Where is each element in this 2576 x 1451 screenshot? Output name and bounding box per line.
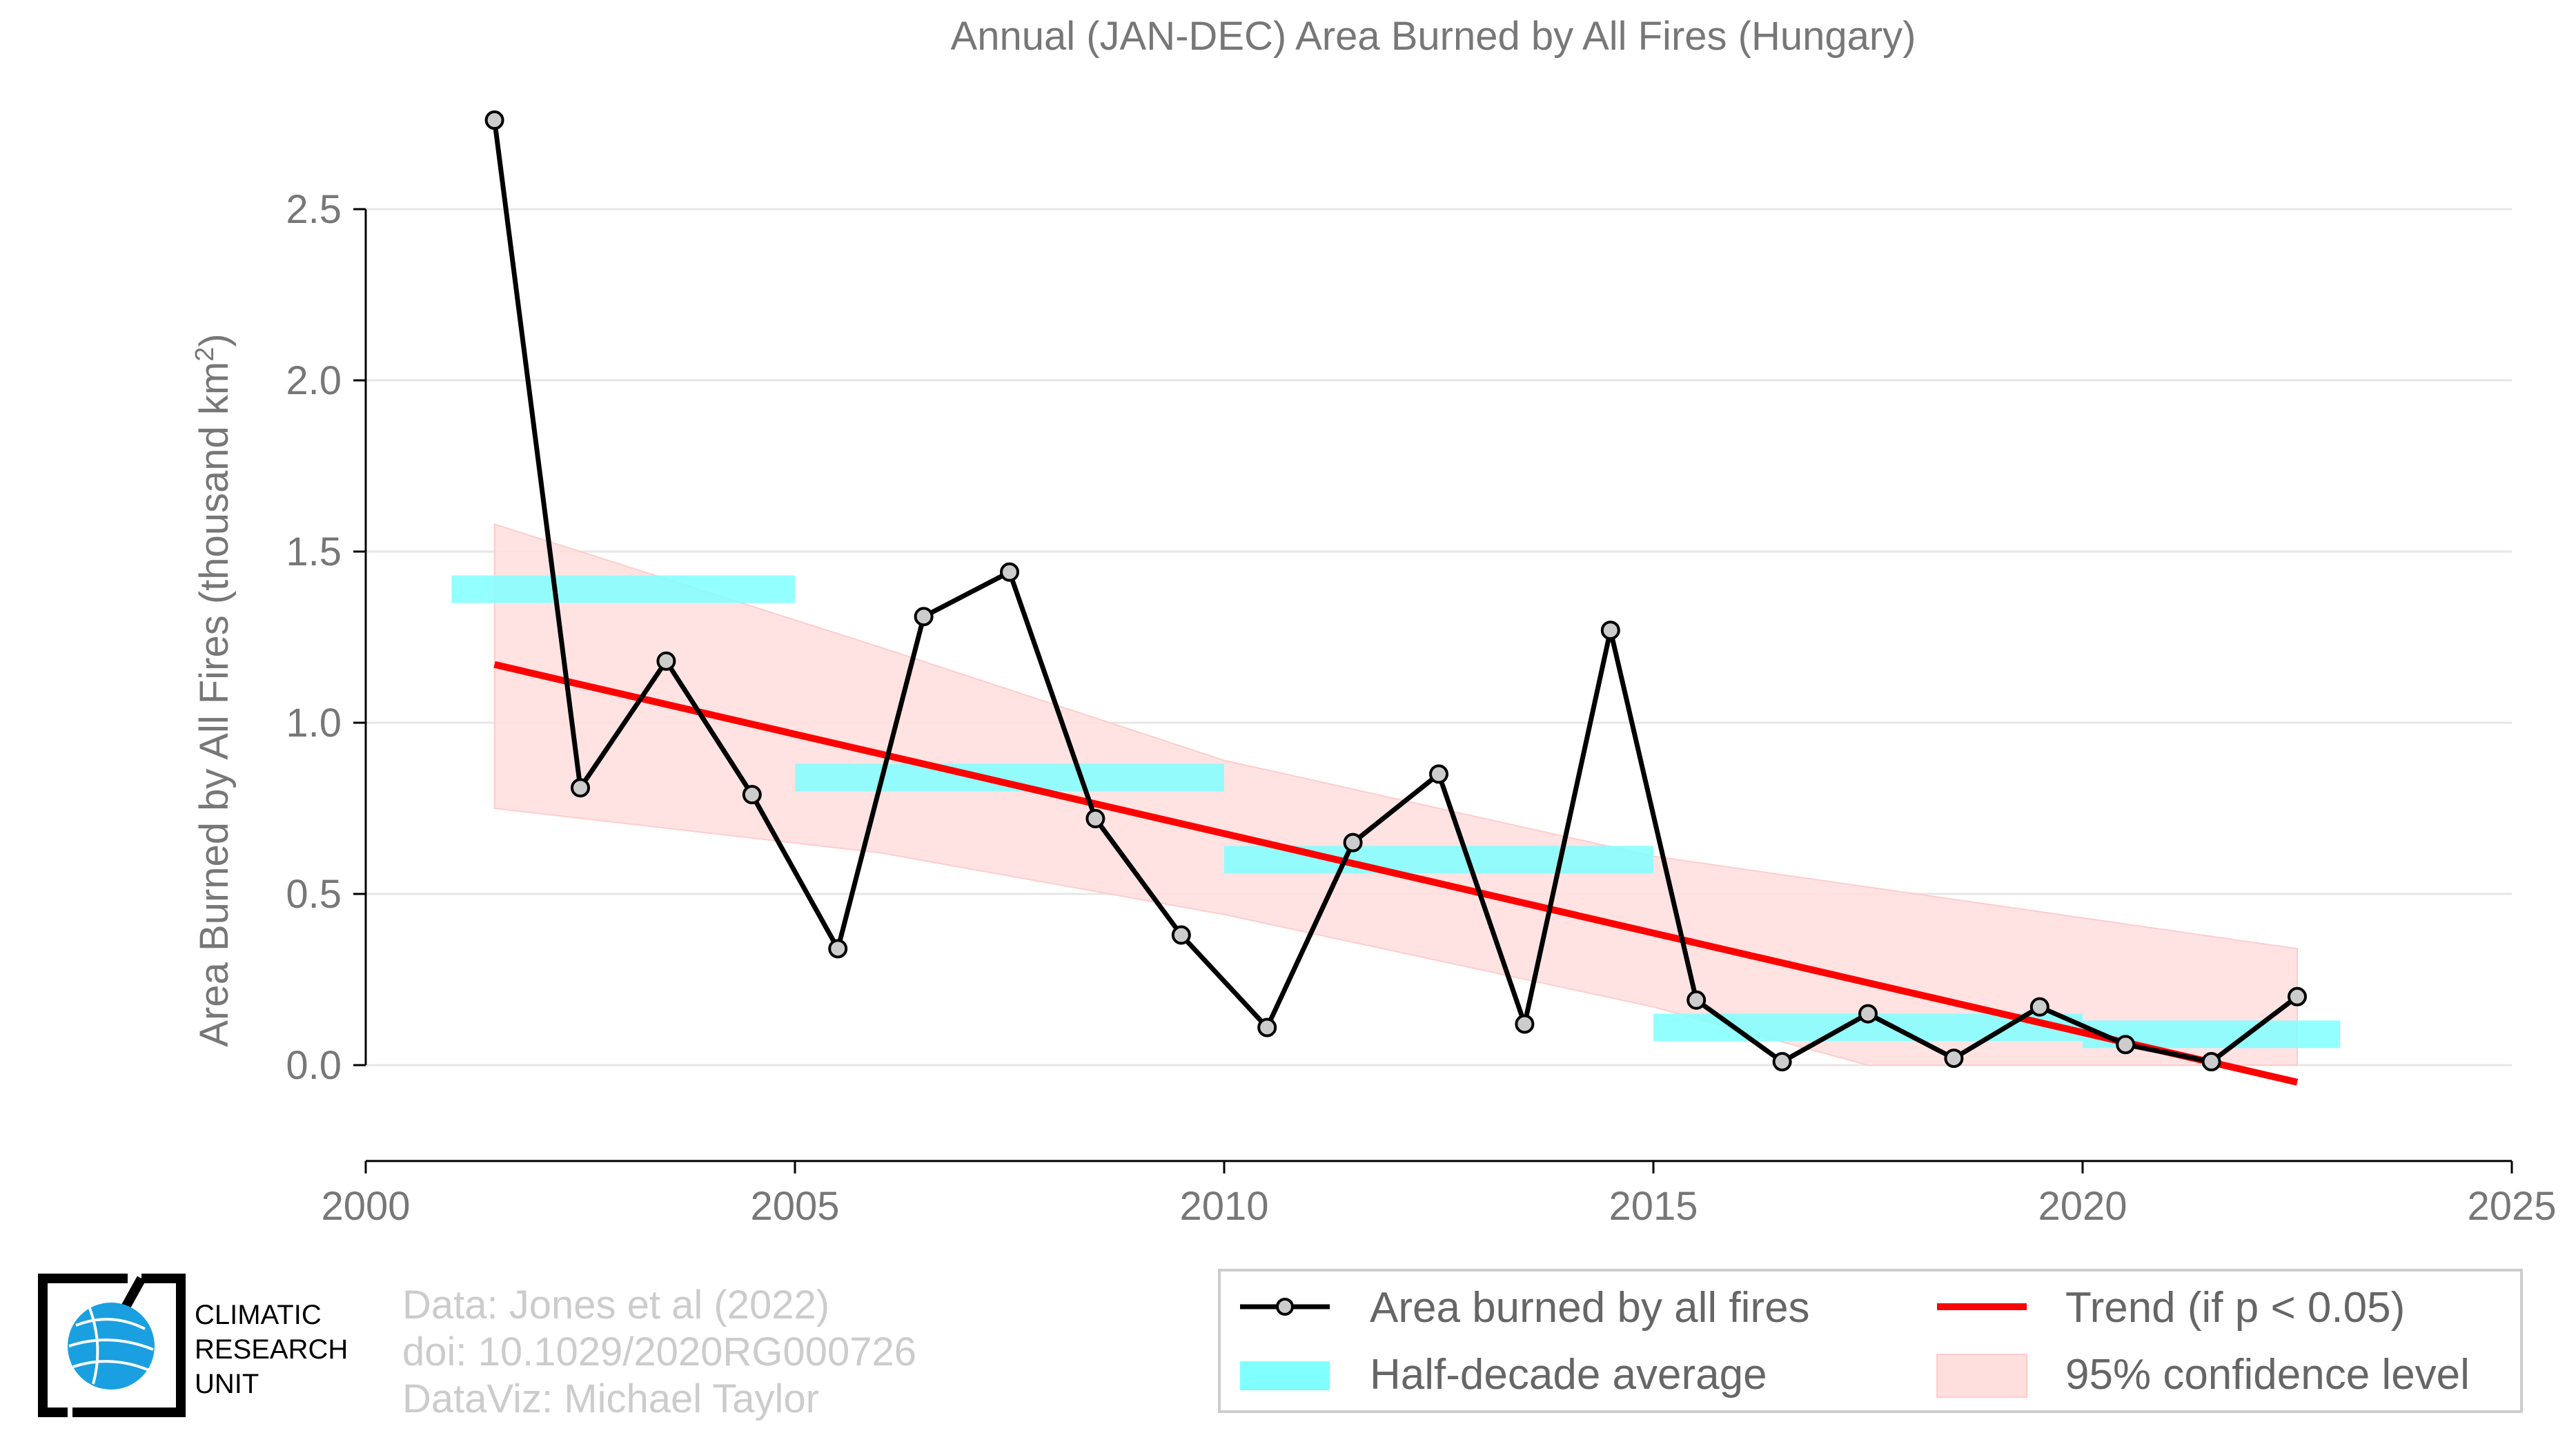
trend-line-segment <box>493 661 2299 1086</box>
y-tick-label-2: 1.0 <box>286 701 342 746</box>
half-decade-bars <box>451 575 2341 1049</box>
globe-icon <box>68 1303 155 1390</box>
x-tick-label-4: 2020 <box>2038 1184 2127 1229</box>
legend-item-half-decade: Half-decade average <box>1240 1351 1767 1399</box>
data-point-15 <box>1772 1052 1792 1072</box>
series-line <box>492 119 2299 1064</box>
data-point-9 <box>1257 1017 1277 1038</box>
x-tick-label-3: 2015 <box>1609 1184 1698 1229</box>
data-point-18 <box>2029 997 2049 1017</box>
data-point-3 <box>742 785 762 805</box>
credits: Data: Jones et al (2022) doi: 10.1029/20… <box>402 1283 916 1421</box>
x-tick-label-0: 2000 <box>321 1184 410 1229</box>
trend-line <box>493 661 2299 1086</box>
legend-label-half-decade: Half-decade average <box>1370 1351 1767 1399</box>
legend-series-marker <box>1276 1298 1294 1316</box>
logo-line-2: RESEARCH <box>195 1334 348 1365</box>
y-tick-label-0: 0.0 <box>286 1043 342 1088</box>
logo-bracket-left <box>38 1274 128 1417</box>
logo-line-3: UNIT <box>195 1369 259 1399</box>
x-tick-label-2: 2010 <box>1179 1184 1268 1229</box>
legend-item-confidence: 95% confidence level <box>1936 1351 2470 1399</box>
legend-label-confidence: 95% confidence level <box>2065 1351 2470 1399</box>
legend-label-series: Area burned by all fires <box>1370 1284 1810 1332</box>
confidence-band-area <box>493 523 2298 1066</box>
x-tick-label-5: 2025 <box>2467 1184 2556 1229</box>
y-tick-label-3: 1.5 <box>286 529 342 574</box>
data-point-4 <box>828 939 848 959</box>
data-point-7 <box>1085 808 1105 828</box>
data-point-19 <box>2116 1035 2136 1055</box>
data-point-8 <box>1171 925 1191 945</box>
half-decade-bar-0 <box>451 575 795 603</box>
data-point-20 <box>2201 1052 2221 1072</box>
data-point-5 <box>914 607 934 627</box>
data-point-13 <box>1600 621 1620 641</box>
data-point-12 <box>1515 1014 1535 1034</box>
data-point-21 <box>2288 986 2307 1006</box>
x-axis: 2000 2005 2010 2015 2020 2025 <box>321 1160 2557 1229</box>
y-axis-label: Area Burned by All Fires (thousand km2) <box>190 333 237 1046</box>
legend-item-series: Area burned by all fires <box>1240 1284 1810 1332</box>
y-tick-label-4: 2.0 <box>286 358 342 403</box>
y-tick-label-1: 0.5 <box>286 872 342 917</box>
credit-data-source: Data: Jones et al (2022) <box>402 1283 829 1327</box>
legend-half-decade-swatch <box>1240 1361 1330 1390</box>
confidence-band <box>493 523 2298 1066</box>
legend-item-trend: Trend (if p < 0.05) <box>1937 1284 2405 1332</box>
data-point-17 <box>1944 1049 1964 1069</box>
legend-confidence-swatch <box>1936 1354 2027 1398</box>
cru-logo: CLIMATIC RESEARCH UNIT <box>38 1274 348 1417</box>
data-point-6 <box>1000 562 1019 582</box>
area-burned-series <box>484 110 2307 1072</box>
legend-label-trend: Trend (if p < 0.05) <box>2065 1284 2405 1332</box>
legend: Area burned by all fires Trend (if p < 0… <box>1218 1269 2523 1413</box>
y-tick-label-5: 2.5 <box>286 187 342 232</box>
data-point-14 <box>1687 990 1707 1010</box>
credit-dataviz: DataViz: Michael Taylor <box>402 1376 819 1421</box>
credit-doi: doi: 10.1029/2020RG000726 <box>402 1330 916 1374</box>
data-point-2 <box>656 651 676 671</box>
data-point-10 <box>1343 832 1363 853</box>
y-axis: 0.0 0.5 1.0 1.5 2.0 2.5 <box>286 187 367 1088</box>
logo-line-1: CLIMATIC <box>195 1300 322 1330</box>
chart-title: Annual (JAN-DEC) Area Burned by All Fire… <box>951 14 1916 59</box>
logo-bracket-right <box>72 1274 186 1417</box>
data-point-1 <box>571 778 590 798</box>
data-point-16 <box>1858 1004 1878 1024</box>
legend-box <box>1218 1269 2523 1413</box>
data-point-11 <box>1429 764 1448 784</box>
x-tick-label-1: 2005 <box>750 1184 839 1229</box>
data-point-0 <box>484 110 504 130</box>
